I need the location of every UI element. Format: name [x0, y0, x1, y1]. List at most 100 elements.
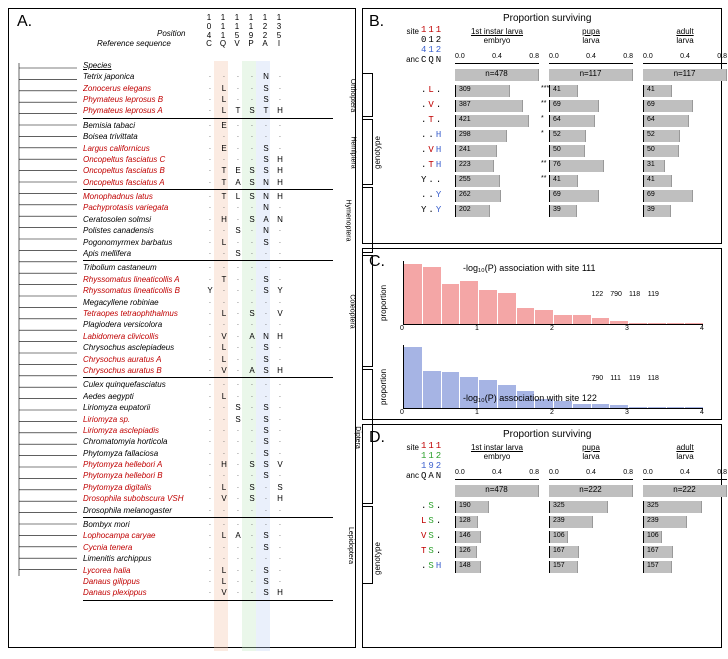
hist-bar	[573, 315, 591, 324]
hist-bar	[629, 407, 647, 408]
n-label: 241	[459, 146, 471, 153]
n-label: 148	[459, 562, 471, 569]
order-label: Lepidoptera	[347, 527, 354, 564]
hist-bar	[498, 293, 516, 324]
anc-word-d: anc	[391, 471, 419, 480]
n-label: 69	[647, 101, 655, 108]
genotype-code: .T.	[421, 115, 443, 125]
hist-bar	[592, 404, 610, 408]
n-label: 239	[647, 517, 659, 524]
panel-d-title: Proportion surviving	[503, 429, 591, 440]
genotype-code: ..Y	[421, 190, 443, 200]
hist-bar	[648, 323, 666, 324]
n-label: 421	[459, 116, 471, 123]
n-label: 325	[553, 502, 565, 509]
n-label: 64	[647, 116, 655, 123]
n-label: 50	[553, 146, 561, 153]
n-label: 190	[459, 502, 471, 509]
hist-annot: 118	[629, 291, 640, 298]
sig-stars: ***	[541, 85, 549, 92]
n-label: 69	[647, 191, 655, 198]
hist-bar	[685, 407, 703, 408]
panel-c-ylab2: proportion	[379, 369, 388, 405]
order-label: Orthoptera	[349, 79, 356, 112]
panel-c: C. proportion proportion 122790118119 -l…	[362, 248, 722, 420]
n-label: 39	[647, 206, 655, 213]
genotype-code: .S.	[421, 501, 443, 511]
n-label: 255	[459, 176, 471, 183]
panel-b-label: B.	[369, 13, 384, 31]
section-header: pupalarva	[549, 27, 633, 45]
genotype-code: .SH	[421, 561, 443, 571]
site-012: 012	[421, 35, 443, 45]
n-label: 50	[647, 146, 655, 153]
d-site-112: 112	[421, 451, 443, 461]
genotype-code: Y..	[421, 175, 443, 185]
section-header: adultlarva	[643, 443, 727, 461]
hist-bar	[592, 318, 610, 324]
sig-stars: **	[541, 100, 546, 107]
genotype-code: .V.	[421, 100, 443, 110]
hist-annot: 790	[610, 291, 622, 298]
hist-bar	[442, 372, 460, 408]
n-label: 31	[647, 161, 655, 168]
n-label: 157	[553, 562, 565, 569]
n-label: 167	[647, 547, 659, 554]
n-label: 64	[553, 116, 561, 123]
panel-b: B. Proportion surviving site anc 111 012…	[362, 8, 722, 244]
n-label: 69	[553, 191, 561, 198]
anc-word: anc	[391, 55, 419, 64]
ref-bar: n=478	[455, 485, 539, 497]
n-label: 39	[553, 206, 561, 213]
genotype-code: ..H	[421, 130, 443, 140]
hist-bar	[667, 323, 685, 324]
d-site-111: 111	[421, 441, 443, 451]
order-label: Hemiptera	[349, 136, 356, 168]
order-label: Diptera	[354, 426, 361, 449]
sig-stars: *	[541, 115, 544, 122]
genotype-code: .L.	[421, 85, 443, 95]
panel-c-ylab1: proportion	[379, 285, 388, 321]
n-label: 106	[553, 532, 565, 539]
n-label: 325	[647, 502, 659, 509]
n-label: 202	[459, 206, 471, 213]
order-label: Hymenoptera	[344, 200, 351, 242]
x-ticks: 0.00.40.8	[643, 469, 727, 476]
ref-bar: n=117	[549, 69, 633, 81]
hist-bar	[648, 407, 666, 408]
panel-d-ylab: genotype	[373, 542, 382, 575]
d-anc: QAN	[421, 471, 443, 481]
n-label: 69	[553, 101, 561, 108]
n-label: 223	[459, 161, 471, 168]
hist2-title: -log₁₀(P) association with site 122	[463, 393, 597, 403]
hist-annot: 119	[648, 291, 659, 298]
hist1-title: -log₁₀(P) association with site 111	[463, 263, 596, 273]
genotype-code: .TH	[421, 160, 443, 170]
x-ticks: 0.00.40.8	[549, 469, 633, 476]
n-label: 167	[553, 547, 565, 554]
sig-stars: *	[541, 130, 544, 137]
hist-bar	[535, 310, 553, 324]
n-label: 309	[459, 86, 471, 93]
hist-bar	[423, 267, 441, 324]
panel-d-label: D.	[369, 429, 385, 447]
n-label: 106	[647, 532, 659, 539]
ref-bar: n=222	[549, 485, 633, 497]
panel-a: A. 111111011123415925 Position Reference…	[8, 8, 356, 648]
x-ticks: 0.00.40.8	[455, 53, 539, 60]
ref-bar: n=478	[455, 69, 539, 81]
section-header: 1st instar larvaembryo	[455, 27, 539, 45]
genotype-code: LS.	[421, 516, 443, 526]
anc-cqn: CQN	[421, 55, 443, 65]
section-header: pupalarva	[549, 443, 633, 461]
n-label: 239	[553, 517, 565, 524]
hist-bar	[404, 347, 422, 408]
ref-bar: n=117	[643, 69, 727, 81]
hist-bar	[554, 315, 572, 324]
n-label: 41	[647, 86, 655, 93]
genotype-code: .VH	[421, 145, 443, 155]
hist-bar	[629, 323, 647, 324]
n-label: 41	[647, 176, 655, 183]
site-111: 111	[421, 25, 443, 35]
panel-b-title: Proportion surviving	[503, 13, 591, 24]
